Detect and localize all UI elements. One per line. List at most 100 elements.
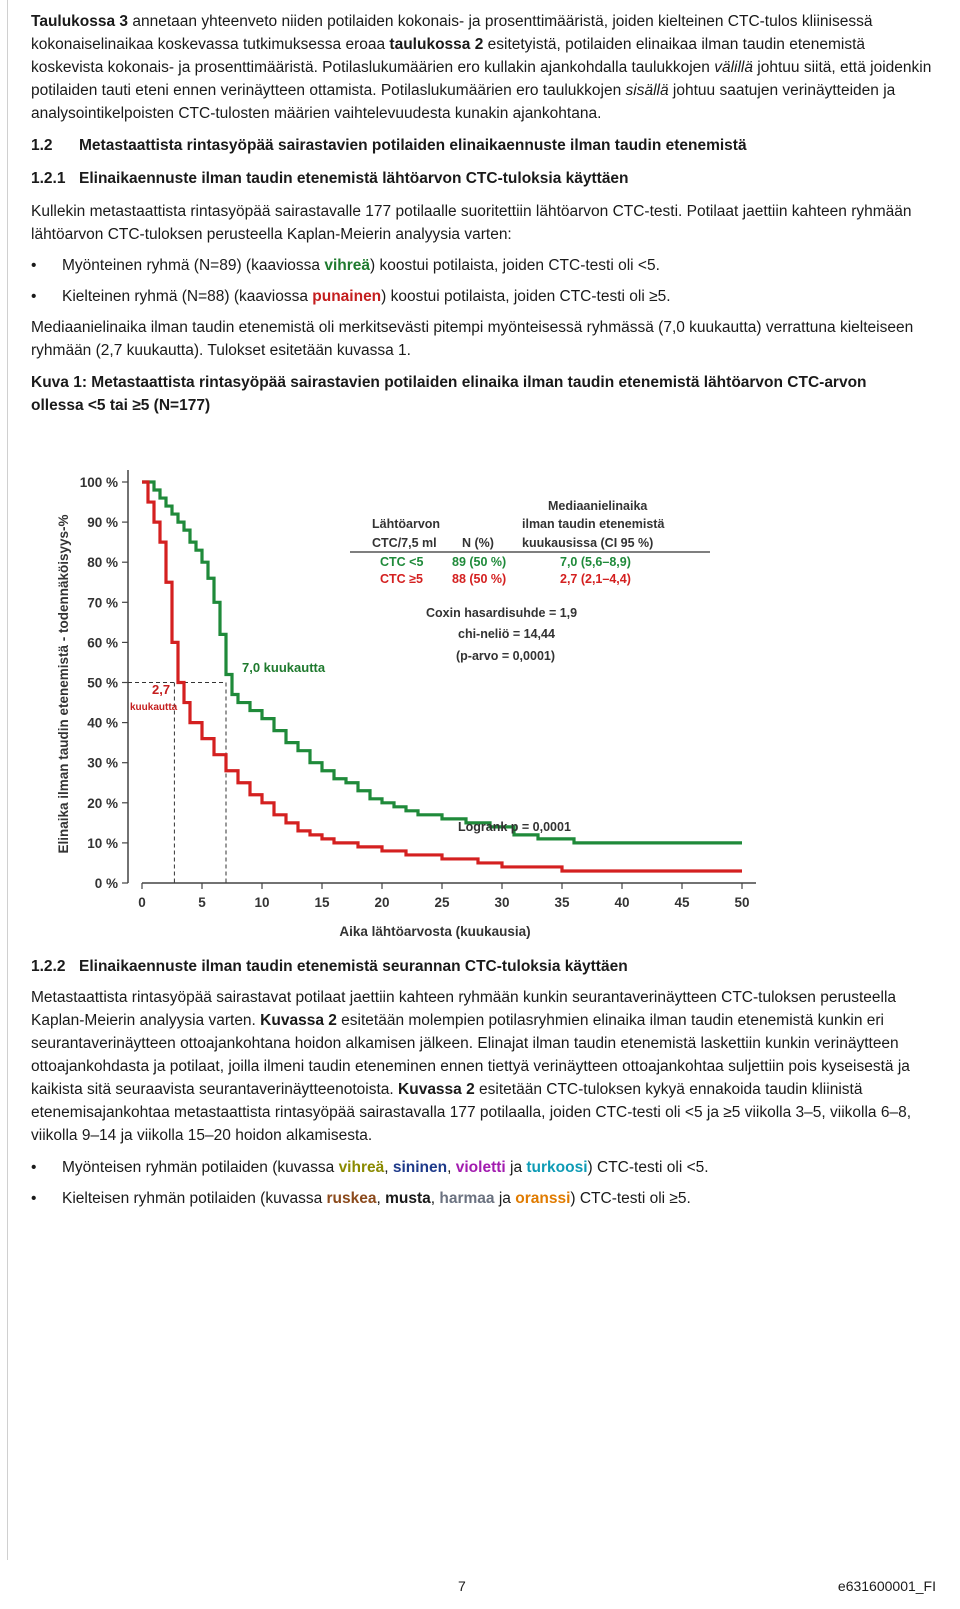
separator: ja — [494, 1190, 516, 1207]
list-item-positive: Myönteinen ryhmä (N=89) (kaaviossa vihre… — [31, 254, 941, 277]
y-tick-label: 30 % — [87, 756, 118, 771]
y-tick-label: 70 % — [87, 595, 118, 610]
separator: , — [447, 1159, 456, 1176]
median-label-red-value: 2,7 — [152, 682, 170, 697]
bullet-text: Myönteisen ryhmän potilaiden (kuvassa — [62, 1159, 339, 1176]
y-tick-label: 80 % — [87, 555, 118, 570]
x-tick-label: 50 — [734, 895, 749, 910]
section-title: Elinaikaennuste ilman taudin etenemistä … — [79, 958, 628, 975]
followup-paragraph: Metastaattista rintasyöpää sairastavat p… — [31, 986, 941, 1147]
y-tick-label: 20 % — [87, 796, 118, 811]
x-tick-label: 30 — [494, 895, 509, 910]
list-item-negative: Kielteinen ryhmä (N=88) (kaaviossa punai… — [31, 285, 941, 308]
figure2-ref: Kuvassa 2 — [260, 1012, 337, 1029]
list-item-positive-followup: Myönteisen ryhmän potilaiden (kuvassa vi… — [31, 1156, 941, 1179]
green-label: vihreä — [338, 1159, 385, 1176]
bullet-text: ) CTC-testi oli ≥5. — [570, 1190, 691, 1207]
bullet-text: ) koostui potilaista, joiden CTC-testi o… — [370, 257, 660, 274]
sisalla-emph: sisällä — [625, 82, 669, 99]
legend-row-red-group: CTC ≥5 — [380, 572, 423, 586]
y-tick-label: 90 % — [87, 515, 118, 530]
figure2-ref: Kuvassa 2 — [398, 1081, 475, 1098]
intro-text-4: johtuu saatujen verinäytteiden ja analys… — [31, 82, 896, 122]
bullet-text: Kielteinen ryhmä (N=88) (kaaviossa — [62, 288, 313, 305]
document-page-lower: 1.2.2 Elinaikaennuste ilman taudin etenem… — [31, 955, 941, 1210]
x-tick-label: 25 — [434, 895, 450, 910]
x-tick-label: 45 — [674, 895, 690, 910]
km-chart: Elinaika ilman taudin etenemistä - toden… — [56, 470, 756, 939]
turquoise-label: turkoosi — [526, 1159, 588, 1176]
table2-ref: taulukossa 2 — [389, 36, 484, 53]
grey-label: harmaa — [439, 1190, 495, 1207]
baseline-paragraph: Kullekin metastaattista rintasyöpää sair… — [31, 203, 912, 243]
legend-row-green-median: 7,0 (5,6–8,9) — [560, 555, 631, 569]
cox-hazard-ratio: Coxin hasardisuhde = 1,9 — [426, 606, 577, 620]
orange-label: oranssi — [515, 1190, 571, 1207]
median-paragraph: Mediaanielinaika ilman taudin etenemistä… — [31, 319, 914, 359]
y-axis-label: Elinaika ilman taudin etenemistä - toden… — [56, 514, 71, 853]
legend-header-median-1: Mediaanielinaika — [548, 499, 648, 513]
chi-square: chi-neliö = 14,44 — [458, 627, 555, 641]
separator: , — [430, 1190, 440, 1207]
blue-label: sininen — [392, 1159, 448, 1176]
legend-header-group-2: CTC/7,5 ml — [372, 536, 437, 550]
section-heading-1-2-2: 1.2.2 Elinaikaennuste ilman taudin etenem… — [31, 955, 941, 978]
table3-ref: Taulukossa 3 — [31, 13, 129, 30]
document-code: e631600001_FI — [837, 1578, 936, 1594]
legend-header-median-2: ilman taudin etenemistä — [522, 517, 664, 531]
y-tick-label: 60 % — [87, 635, 118, 650]
separator: , — [384, 1159, 393, 1176]
bullet-text: ) koostui potilaista, joiden CTC-testi o… — [381, 288, 671, 305]
x-tick-label: 20 — [374, 895, 389, 910]
page-number: 7 — [458, 1578, 466, 1594]
curve-group — [142, 480, 742, 873]
list-item-negative-followup: Kielteisen ryhmän potilaiden (kuvassa ru… — [31, 1187, 941, 1210]
figure-caption: Kuva 1: Metastaattista rintasyöpää saira… — [31, 374, 867, 414]
followup-text-3: esitetään CTC-tuloksen kykyä ennakoida t… — [31, 1081, 912, 1144]
margin-rule — [7, 0, 8, 1560]
green-label: vihreä — [324, 257, 370, 274]
x-tick-label: 35 — [554, 895, 570, 910]
y-tick-label: 40 % — [87, 716, 118, 731]
section-heading-1-2: 1.2 Metastaattista rintasyöpää sairastavi… — [31, 134, 941, 157]
x-tick-label: 5 — [198, 895, 206, 910]
legend-row-red-median: 2,7 (2,1–4,4) — [560, 572, 631, 586]
figure-1: Elinaika ilman taudin etenemistä - toden… — [30, 458, 770, 948]
section-title: Metastaattista rintasyöpää sairastavien … — [79, 137, 747, 154]
legend-row-green-group: CTC <5 — [380, 555, 423, 569]
median-label-red-unit: kuukautta — [130, 702, 178, 713]
bullet-text: Kielteisen ryhmän potilaiden (kuvassa — [62, 1190, 327, 1207]
legend-table: Lähtöarvon CTC/7,5 ml N (%) Mediaanielin… — [350, 499, 710, 586]
violet-label: violetti — [455, 1159, 506, 1176]
section-title: Elinaikaennuste ilman taudin etenemistä … — [79, 170, 629, 187]
intro-text-1: annetaan yhteenveto niiden potilaiden ko… — [31, 13, 873, 53]
survival-curve-red — [142, 480, 742, 873]
separator: ja — [505, 1159, 527, 1176]
y-tick-label: 0 % — [95, 876, 118, 891]
followup-text-2: esitetään molempien potilasryhmien elina… — [31, 1012, 910, 1098]
intro-text-3: johtuu siitä, että joidenkin potilaiden … — [31, 59, 932, 99]
x-axis-label: Aika lähtöarvosta (kuukausia) — [339, 924, 530, 939]
x-tick-label: 40 — [614, 895, 629, 910]
bullet-text: ) CTC-testi oli <5. — [587, 1159, 709, 1176]
y-tick-label: 50 % — [87, 676, 118, 691]
median-label-green: 7,0 kuukautta — [242, 660, 326, 675]
brown-label: ruskea — [326, 1190, 377, 1207]
group-list: Myönteinen ryhmä (N=89) (kaaviossa vihre… — [31, 254, 941, 308]
survival-curve-green — [142, 480, 742, 845]
section-heading-1-2-1: 1.2.1 Elinaikaennuste ilman taudin etenem… — [31, 167, 941, 190]
legend-header-median-3: kuukausissa (CI 95 %) — [522, 536, 653, 550]
intro-text-2: esitetyistä, potilaiden elinaikaa ilman … — [31, 36, 866, 76]
valilla-emph: välillä — [714, 59, 753, 76]
legend-row-red-n: 88 (50 %) — [452, 572, 506, 586]
intro-paragraph: Taulukossa 3 annetaan yhteenveto niiden … — [31, 10, 941, 125]
legend-header-group-1: Lähtöarvon — [372, 517, 440, 531]
legend-header-n: N (%) — [462, 536, 494, 550]
logrank-p: Logrank p = 0,0001 — [458, 820, 571, 834]
tick-group: 0 5 10 15 20 25 30 35 40 45 50 0 % 10 % 20 % 30 % 40 % 5… — [80, 475, 750, 910]
black-label: musta — [385, 1190, 431, 1207]
section-number: 1.2.1 — [31, 170, 66, 187]
legend-row-green-n: 89 (50 %) — [452, 555, 506, 569]
bullet-text: Myönteinen ryhmä (N=89) (kaaviossa — [62, 257, 325, 274]
stats-box: Coxin hasardisuhde = 1,9 chi-neliö = 14,… — [426, 606, 577, 834]
